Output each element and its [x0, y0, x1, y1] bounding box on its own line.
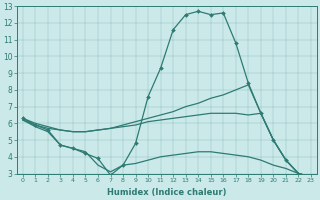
X-axis label: Humidex (Indice chaleur): Humidex (Indice chaleur) — [107, 188, 227, 197]
